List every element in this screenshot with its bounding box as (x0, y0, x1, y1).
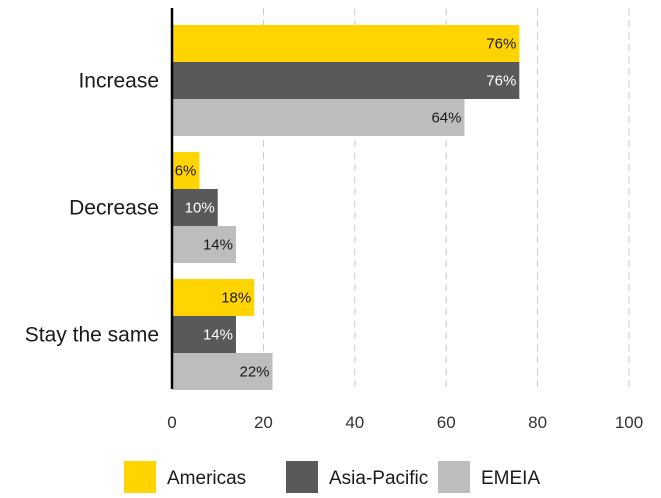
bar (172, 25, 520, 62)
category-label: Decrease (69, 197, 159, 220)
bar (172, 189, 218, 226)
legend-label: EMEIA (481, 468, 540, 489)
legend-swatch (438, 461, 470, 493)
data-label: 64% (431, 110, 461, 127)
bar (172, 152, 200, 189)
bar (172, 62, 520, 99)
legend-swatch (286, 461, 318, 493)
data-label: 14% (203, 327, 233, 344)
x-tick-label: 0 (167, 413, 176, 432)
legend-label: Americas (167, 468, 246, 489)
data-label: 76% (486, 73, 516, 90)
data-label: 18% (221, 290, 251, 307)
data-label: 10% (185, 200, 215, 217)
x-tick-label: 20 (254, 413, 273, 432)
category-label: Stay the same (25, 324, 159, 347)
bar (172, 99, 465, 136)
legend-label: Asia-Pacific (329, 468, 428, 489)
bar (172, 279, 255, 316)
data-label: 76% (486, 36, 516, 53)
data-label: 14% (203, 237, 233, 254)
data-label: 6% (175, 163, 197, 180)
data-label: 22% (240, 364, 270, 381)
bar (172, 226, 236, 263)
x-tick-label: 100 (615, 413, 643, 432)
x-tick-label: 40 (345, 413, 364, 432)
bar (172, 316, 236, 353)
x-tick-label: 60 (437, 413, 456, 432)
category-label: Increase (78, 70, 159, 93)
x-tick-label: 80 (528, 413, 547, 432)
bar (172, 353, 273, 390)
legend-swatch (124, 461, 156, 493)
